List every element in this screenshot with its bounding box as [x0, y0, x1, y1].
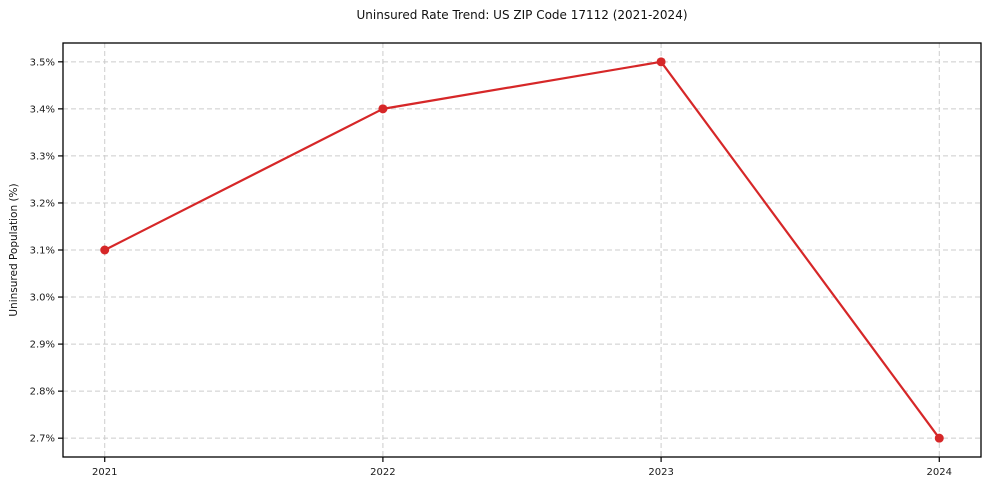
- data-point: [656, 57, 666, 67]
- y-tick-label: 3.5%: [30, 57, 55, 68]
- y-tick-label: 3.3%: [30, 151, 55, 162]
- chart-title: Uninsured Rate Trend: US ZIP Code 17112 …: [356, 8, 688, 22]
- data-point: [934, 433, 944, 443]
- y-tick-label: 3.2%: [30, 198, 55, 209]
- x-tick-label: 2024: [927, 467, 952, 478]
- y-tick-label: 3.0%: [30, 293, 55, 304]
- data-point: [378, 104, 388, 114]
- y-tick-label: 2.9%: [30, 340, 55, 351]
- y-tick-label: 2.7%: [30, 434, 55, 445]
- data-point: [100, 245, 110, 255]
- y-tick-label: 3.1%: [30, 246, 55, 257]
- x-tick-label: 2022: [370, 467, 395, 478]
- trend-line: [103, 60, 941, 440]
- x-tick-label: 2023: [648, 467, 673, 478]
- x-tick-label: 2021: [92, 467, 117, 478]
- y-tick-label: 3.4%: [30, 104, 55, 115]
- y-tick-label: 2.8%: [30, 387, 55, 398]
